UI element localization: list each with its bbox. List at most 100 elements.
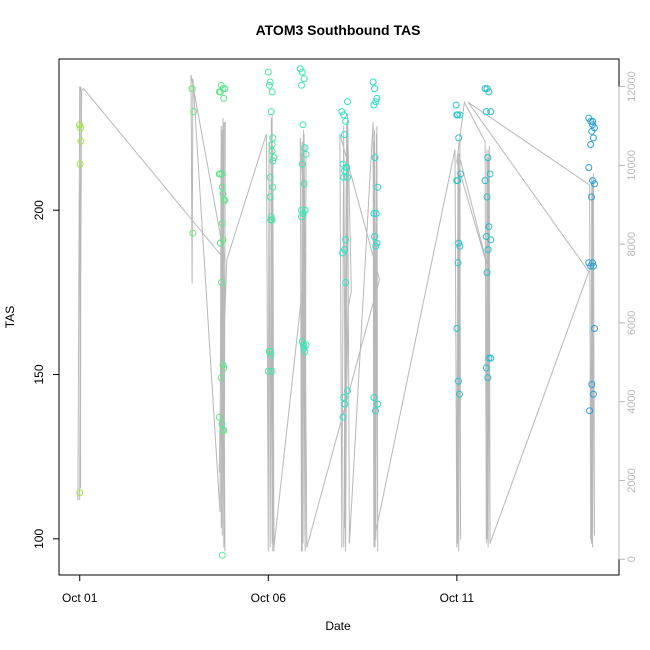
data-point [269, 183, 277, 191]
data-point [588, 193, 595, 201]
data-point [589, 259, 597, 267]
y-axis-label: TAS [3, 306, 17, 328]
data-point [373, 94, 381, 102]
data-point [485, 354, 493, 362]
chart-title: ATOM3 Southbound TAS [256, 22, 421, 38]
data-point [218, 219, 226, 227]
data-point [588, 380, 596, 388]
data-point [77, 124, 84, 132]
data-point [344, 98, 351, 106]
data-point [371, 85, 379, 93]
data-point [371, 233, 379, 240]
data-point [585, 164, 593, 171]
y2-tick-label: 2000 [626, 468, 638, 492]
data-point [268, 367, 276, 375]
data-point [483, 269, 491, 277]
y-tick-label: 150 [32, 364, 46, 384]
data-point [342, 117, 350, 125]
data-point [591, 325, 598, 332]
data-point [267, 108, 275, 116]
data-point [302, 150, 310, 158]
data-point [371, 154, 379, 162]
data-point [300, 180, 308, 188]
x-axis: Oct 01 Oct 06 Oct 11 [62, 575, 474, 605]
x-tick-label: Oct 01 [62, 591, 98, 605]
data-point [369, 78, 377, 86]
data-point [588, 127, 596, 135]
data-point [453, 177, 461, 185]
data-point [370, 394, 378, 401]
data-point [339, 413, 347, 421]
data-point [481, 177, 489, 185]
data-point [340, 111, 348, 119]
data-point [268, 88, 276, 96]
data-point [457, 170, 465, 178]
data-point [217, 374, 225, 382]
data-point [299, 121, 307, 129]
data-point [268, 141, 276, 148]
data-point [189, 229, 197, 237]
data-point [342, 236, 350, 244]
data-point [221, 85, 229, 93]
y2-tick-label: 6000 [626, 311, 638, 335]
data-point [298, 81, 305, 89]
y-tick-label: 200 [32, 200, 46, 220]
data-point [339, 249, 347, 257]
data-point [216, 239, 224, 247]
x-axis-label: Date [325, 619, 351, 633]
data-point [267, 216, 275, 224]
plot-frame [58, 58, 620, 576]
data-point [221, 196, 229, 204]
data-point [589, 390, 597, 398]
data-point [218, 279, 225, 286]
data-point [266, 173, 274, 181]
data-point [218, 551, 226, 559]
data-point [298, 68, 306, 76]
y2-tick-label: 12000 [626, 71, 638, 102]
data-point [340, 173, 348, 181]
data-point [269, 134, 277, 142]
data-point [482, 108, 490, 116]
data-point [456, 111, 464, 119]
data-point [341, 400, 349, 408]
data-point [340, 394, 348, 401]
data-point [484, 154, 492, 162]
data-point [299, 210, 307, 217]
y-tick-label: 100 [32, 529, 46, 549]
data-point [299, 341, 307, 349]
data-point [589, 262, 597, 270]
data-point [589, 117, 597, 125]
data-point [266, 193, 274, 201]
data-point [482, 233, 490, 240]
data-point [220, 94, 228, 102]
data-point [372, 98, 380, 106]
data-point [301, 348, 309, 355]
data-point [77, 137, 85, 145]
data-point [487, 236, 495, 244]
data-point [374, 183, 382, 191]
data-point [264, 68, 272, 76]
y2-axis: 0 2000 4000 6000 8000 10000 12000 [618, 71, 638, 562]
data-point [456, 242, 464, 250]
data-point [341, 167, 348, 175]
data-point [218, 170, 226, 178]
data-point [487, 108, 495, 116]
data-point [267, 351, 275, 359]
data-point [344, 173, 351, 181]
data-point [190, 108, 198, 116]
data-point [215, 413, 223, 421]
data-point [484, 246, 492, 254]
data-point [219, 361, 227, 369]
data-point [298, 213, 305, 221]
data-point [298, 338, 306, 346]
data-point [373, 239, 381, 247]
data-point [456, 390, 463, 398]
data-point [216, 88, 224, 96]
data-point [485, 88, 493, 96]
x-tick-label: Oct 11 [440, 591, 475, 605]
data-point [270, 154, 278, 162]
data-point [370, 210, 378, 217]
y2-tick-label: 0 [626, 556, 638, 562]
points-layer [76, 65, 598, 559]
